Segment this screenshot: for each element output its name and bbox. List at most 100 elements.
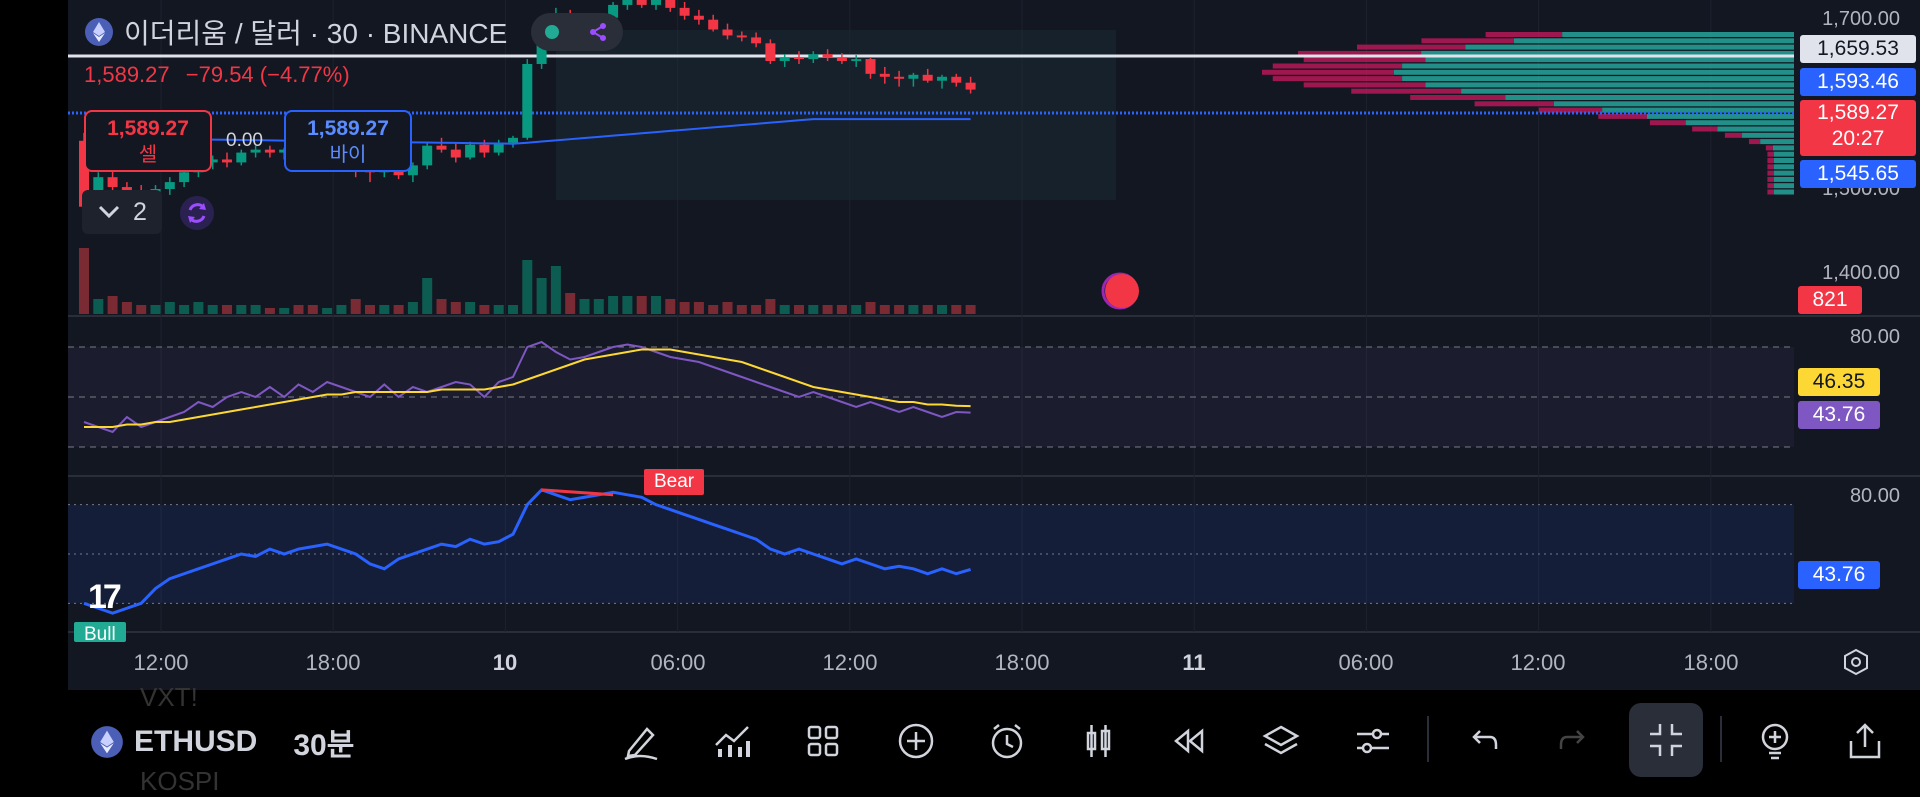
- redo-button[interactable]: [1550, 716, 1600, 766]
- pencil-icon: [624, 727, 658, 761]
- volume-bar: [808, 305, 819, 314]
- indicator-count: 2: [133, 197, 147, 226]
- volume-bar: [536, 278, 547, 314]
- time-axis-label: 06:00: [1338, 650, 1394, 675]
- refresh-button[interactable]: [180, 196, 214, 230]
- volume-profile-bar: [1485, 32, 1563, 37]
- volume-profile-bar: [1298, 50, 1422, 56]
- candle-body: [651, 0, 661, 5]
- fullscreen-exit-button[interactable]: [1629, 703, 1703, 777]
- candle-body: [851, 59, 862, 62]
- candle-body: [708, 19, 719, 30]
- replay-button[interactable]: [1165, 716, 1215, 766]
- undo-icon: [1472, 730, 1498, 749]
- ideas-button[interactable]: [1750, 716, 1800, 766]
- volume-bar: [193, 302, 204, 314]
- volume-profile-bar: [1553, 101, 1794, 107]
- volume-profile-bar: [1421, 50, 1794, 56]
- buy-button[interactable]: 1,589.27 바이: [284, 110, 412, 172]
- ethereum-icon: [91, 726, 123, 758]
- candle-body: [751, 37, 762, 44]
- volume-bar: [107, 296, 118, 314]
- candle-body: [522, 63, 533, 138]
- volume-bar: [693, 302, 704, 314]
- volume-profile-bar: [1774, 158, 1794, 163]
- volume-bar: [622, 296, 633, 314]
- time-axis-label: 18:00: [1683, 650, 1739, 675]
- volume-bar: [779, 305, 790, 314]
- volume-profile-bar: [1767, 151, 1774, 157]
- volume-profile-bar: [1402, 63, 1794, 69]
- status-pill[interactable]: [531, 13, 624, 51]
- candle-body: [264, 149, 275, 153]
- share-button[interactable]: [1840, 716, 1890, 766]
- current-price-tag: 1,589.27 20:27: [1800, 100, 1916, 156]
- settings-sliders-button[interactable]: [1348, 716, 1398, 766]
- candle-body: [836, 57, 847, 62]
- volume-bar: [794, 305, 804, 314]
- ghost-symbol-top: VXT!: [140, 682, 198, 712]
- undo-button[interactable]: [1457, 716, 1507, 766]
- volume-bar: [493, 305, 504, 314]
- volume-bar: [264, 308, 275, 314]
- price-axis-label: 1,400.00: [1822, 262, 1900, 284]
- volume-profile-bar: [1772, 145, 1794, 151]
- sell-price: 1,589.27: [107, 117, 189, 140]
- candle-body: [665, 0, 676, 8]
- drawing-tools-button[interactable]: [616, 716, 666, 766]
- chart-type-button[interactable]: [1073, 716, 1123, 766]
- candle-body: [508, 137, 518, 143]
- us-flag-icon: [1105, 274, 1139, 308]
- sell-button[interactable]: 1,589.27 셀: [84, 110, 212, 172]
- timeframe-selector[interactable]: 30분: [293, 729, 355, 762]
- add-button[interactable]: [891, 716, 941, 766]
- candle-body: [965, 82, 976, 90]
- toolbar-separator: [1720, 716, 1722, 762]
- volume-profile-bar: [1461, 88, 1794, 94]
- session-box: [556, 30, 1116, 200]
- chart-settings-icon[interactable]: [1842, 648, 1870, 676]
- blue-price-tag: 1,545.65: [1800, 160, 1916, 188]
- symbol-title: 이더리움 / 달러 · 30 · BINANCE: [124, 18, 508, 49]
- volume-profile-bar: [1272, 63, 1403, 69]
- high-price-tag: 1,659.53: [1800, 35, 1916, 63]
- symbol-selector[interactable]: ETHUSD 30분: [90, 720, 354, 764]
- volume-bar: [937, 305, 947, 314]
- layout-button[interactable]: [798, 716, 848, 766]
- volume-bar: [822, 305, 833, 314]
- candle-body: [207, 159, 218, 163]
- candle-body: [436, 145, 447, 150]
- rsi-axis-label: 80.00: [1849, 326, 1900, 348]
- volume-bar: [579, 299, 590, 314]
- indicators-button[interactable]: [707, 716, 757, 766]
- alert-button[interactable]: [982, 716, 1032, 766]
- volume-bar: [179, 305, 190, 314]
- volume-profile-bar: [1767, 170, 1774, 176]
- indicators-collapse-button[interactable]: 2: [82, 190, 162, 234]
- symbol-name: ETHUSD: [134, 725, 258, 758]
- volume-bar: [79, 248, 89, 314]
- time-axis-label: 18:00: [994, 650, 1050, 675]
- volume-profile-bar: [1410, 95, 1506, 100]
- candle-body: [479, 144, 490, 153]
- volume-profile-bar: [1646, 113, 1794, 119]
- volume-bar: [722, 302, 733, 314]
- volume-profile-bar: [1402, 76, 1794, 82]
- volume-bar: [636, 296, 647, 314]
- volume-profile-bar: [1767, 176, 1774, 182]
- volume-bar: [765, 299, 776, 314]
- volume-profile-bar: [1767, 158, 1774, 163]
- volume-bar: [679, 302, 690, 314]
- divergence-line: [83, 488, 972, 615]
- candle-body: [808, 54, 819, 60]
- candle-body: [422, 145, 433, 166]
- volume-bar: [608, 296, 619, 314]
- price-chart[interactable]: [0, 0, 1920, 690]
- layers-button[interactable]: [1256, 716, 1306, 766]
- volume-bar: [508, 305, 518, 314]
- volume-bar: [908, 305, 919, 314]
- candle-body: [794, 57, 804, 60]
- layers-icon: [1262, 725, 1300, 755]
- volume-profile-bar: [1505, 95, 1794, 100]
- toolbar-separator: [1427, 716, 1429, 762]
